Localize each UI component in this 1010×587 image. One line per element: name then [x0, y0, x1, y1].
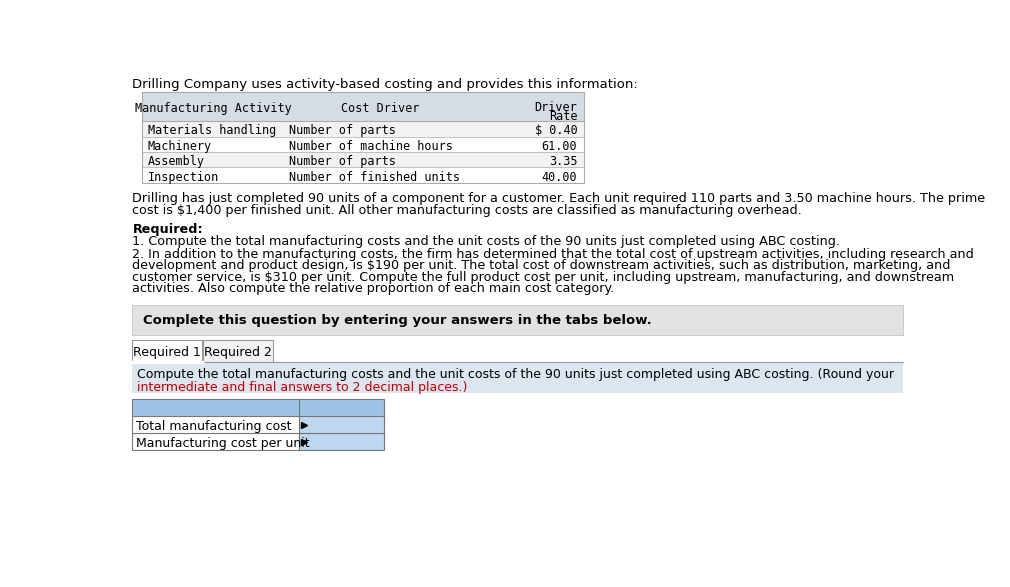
Text: Drilling has just completed 90 units of a component for a customer. Each unit re: Drilling has just completed 90 units of … — [132, 192, 986, 205]
Text: Driver: Driver — [534, 101, 578, 114]
Text: Number of machine hours: Number of machine hours — [289, 140, 452, 153]
Text: Number of finished units: Number of finished units — [289, 171, 460, 184]
Text: 3.35: 3.35 — [548, 155, 578, 168]
Text: Total manufacturing cost: Total manufacturing cost — [135, 420, 291, 433]
Text: intermediate and final answers to 2 decimal places.): intermediate and final answers to 2 deci… — [137, 381, 468, 394]
Text: Drilling Company uses activity-based costing and provides this information:: Drilling Company uses activity-based cos… — [132, 78, 638, 91]
Text: 61.00: 61.00 — [541, 140, 578, 153]
Bar — [141, 152, 584, 167]
Bar — [132, 340, 202, 362]
Bar — [299, 416, 385, 433]
Text: Materials handling: Materials handling — [147, 124, 276, 137]
Text: Rate: Rate — [548, 110, 578, 123]
Text: Cost Driver: Cost Driver — [341, 103, 419, 116]
Text: Number of parts: Number of parts — [289, 155, 396, 168]
Bar — [132, 433, 299, 450]
Text: Inspection: Inspection — [147, 171, 219, 184]
Bar — [141, 92, 584, 183]
Text: customer service, is $310 per unit. Compute the full product cost per unit, incl: customer service, is $310 per unit. Comp… — [132, 271, 954, 284]
Bar — [132, 362, 903, 393]
Text: activities. Also compute the relative proportion of each main cost category.: activities. Also compute the relative pr… — [132, 282, 615, 295]
Text: 1. Compute the total manufacturing costs and the unit costs of the 90 units just: 1. Compute the total manufacturing costs… — [132, 235, 840, 248]
Text: Required 1: Required 1 — [133, 346, 201, 359]
Bar — [132, 399, 385, 416]
Text: Complete this question by entering your answers in the tabs below.: Complete this question by entering your … — [143, 314, 652, 327]
Bar — [299, 416, 385, 433]
Bar — [203, 340, 273, 362]
Text: Required:: Required: — [132, 223, 203, 236]
Bar — [132, 416, 299, 433]
Text: $ 0.40: $ 0.40 — [534, 124, 578, 137]
Text: Number of parts: Number of parts — [289, 124, 396, 137]
Bar — [299, 433, 385, 450]
Text: Required 2: Required 2 — [204, 346, 272, 359]
Text: Manufacturing Activity: Manufacturing Activity — [135, 103, 292, 116]
Bar — [299, 433, 385, 450]
Text: 2. In addition to the manufacturing costs, the firm has determined that the tota: 2. In addition to the manufacturing cost… — [132, 248, 975, 261]
Text: Manufacturing cost per unit: Manufacturing cost per unit — [135, 437, 309, 450]
Text: development and product design, is $190 per unit. The total cost of downstream a: development and product design, is $190 … — [132, 259, 950, 272]
Bar — [141, 92, 584, 122]
Text: Machinery: Machinery — [147, 140, 212, 153]
Bar — [141, 122, 584, 137]
Bar — [141, 137, 584, 152]
Text: cost is $1,400 per finished unit. All other manufacturing costs are classified a: cost is $1,400 per finished unit. All ot… — [132, 204, 802, 217]
Bar — [132, 305, 903, 335]
Text: Compute the total manufacturing costs and the unit costs of the 90 units just co: Compute the total manufacturing costs an… — [137, 369, 894, 382]
Bar — [141, 167, 584, 183]
Text: 40.00: 40.00 — [541, 171, 578, 184]
Text: Assembly: Assembly — [147, 155, 205, 168]
Bar — [132, 399, 385, 450]
